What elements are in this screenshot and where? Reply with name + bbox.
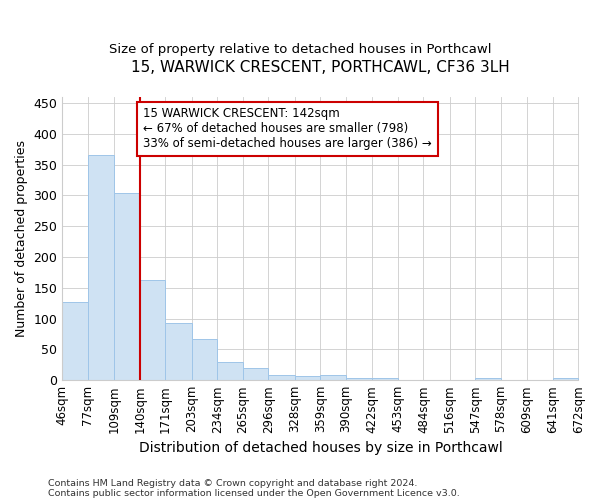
Text: 15 WARWICK CRESCENT: 142sqm
← 67% of detached houses are smaller (798)
33% of se: 15 WARWICK CRESCENT: 142sqm ← 67% of det…	[143, 108, 432, 150]
Bar	[553, 378, 578, 380]
Bar	[217, 362, 243, 380]
Bar	[268, 376, 295, 380]
Bar	[475, 378, 501, 380]
Bar	[320, 376, 346, 380]
Bar	[114, 193, 140, 380]
Bar	[88, 156, 114, 380]
Text: Contains public sector information licensed under the Open Government Licence v3: Contains public sector information licen…	[48, 488, 460, 498]
Bar	[62, 302, 88, 380]
Bar	[373, 378, 398, 380]
Text: Contains HM Land Registry data © Crown copyright and database right 2024.: Contains HM Land Registry data © Crown c…	[48, 478, 418, 488]
Bar	[243, 368, 268, 380]
Bar	[192, 339, 217, 380]
X-axis label: Distribution of detached houses by size in Porthcawl: Distribution of detached houses by size …	[139, 441, 502, 455]
Bar	[166, 323, 192, 380]
Bar	[295, 376, 320, 380]
Text: Size of property relative to detached houses in Porthcawl: Size of property relative to detached ho…	[109, 42, 491, 56]
Bar	[140, 280, 166, 380]
Y-axis label: Number of detached properties: Number of detached properties	[15, 140, 28, 337]
Title: 15, WARWICK CRESCENT, PORTHCAWL, CF36 3LH: 15, WARWICK CRESCENT, PORTHCAWL, CF36 3L…	[131, 60, 510, 75]
Bar	[346, 378, 373, 380]
